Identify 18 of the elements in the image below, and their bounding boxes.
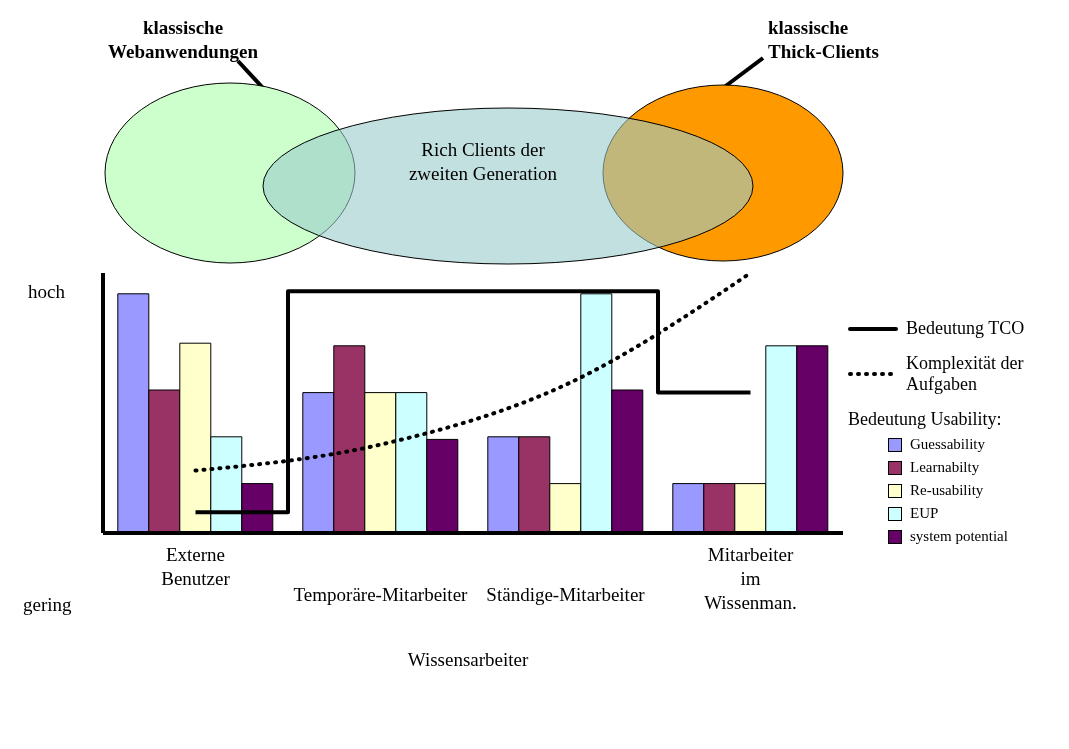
text: gering [23, 593, 73, 617]
text: Wissensarbeiter [406, 648, 530, 672]
text: klassische Webanwendungen [108, 16, 258, 64]
text: klassische Thick-Clients [768, 16, 880, 64]
x-tick-label: Temporäre-Mitarbeiter [293, 584, 469, 605]
legend-label: Guessability [910, 436, 985, 453]
legend-title: Bedeutung Usability: [848, 409, 1003, 430]
legend-label: system potential [910, 528, 1008, 545]
x-tick-label: Ständige-Mitarbeiter [486, 584, 646, 605]
text: Rich Clients der zweiten Generation [407, 138, 559, 186]
legend-label: Re-usability [910, 482, 984, 499]
text: hoch [28, 280, 66, 304]
x-tick-label: Mitarbeiter im Wissenman. [704, 544, 797, 613]
x-tick-label: Externe Benutzer [161, 544, 231, 589]
legend-label: Komplexität der Aufgaben [906, 353, 1025, 395]
legend-label: Bedeutung TCO [906, 318, 1025, 339]
legend-label: EUP [910, 505, 939, 522]
legend-label: Learnabilty [910, 459, 980, 476]
